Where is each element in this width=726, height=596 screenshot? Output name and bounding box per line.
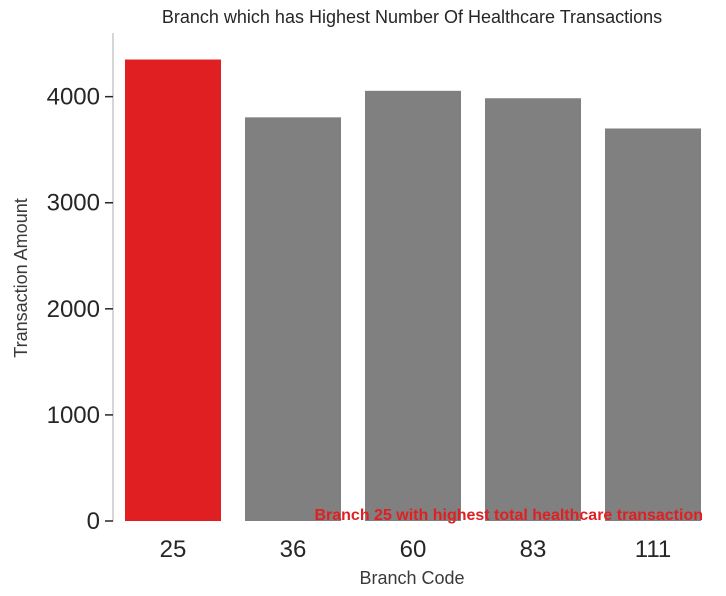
bar-83 xyxy=(485,98,581,522)
bar-25 xyxy=(125,59,221,522)
y-tick-label: 2000 xyxy=(47,296,100,323)
annotation-text: Branch 25 with highest total healthcare … xyxy=(314,507,703,524)
x-tick-label: 83 xyxy=(520,536,547,563)
bar-36 xyxy=(245,117,341,522)
x-tick-label: 36 xyxy=(280,536,307,563)
x-tick-label: 25 xyxy=(160,536,187,563)
chart-title: Branch which has Highest Number Of Healt… xyxy=(162,7,662,27)
y-tick-label: 3000 xyxy=(47,190,100,217)
x-axis-label: Branch Code xyxy=(359,568,464,588)
x-tick-label: 60 xyxy=(400,536,427,563)
y-axis: 0 1000 2000 3000 4000 xyxy=(47,84,113,535)
x-axis: 25 36 60 83 111 xyxy=(160,536,672,563)
y-axis-label: Transaction Amount xyxy=(11,198,31,357)
bar-60 xyxy=(365,90,461,522)
y-tick-label: 0 xyxy=(87,508,100,535)
bars xyxy=(125,59,701,522)
y-tick-label: 1000 xyxy=(47,402,100,429)
bar-111 xyxy=(605,128,701,521)
x-tick-label: 111 xyxy=(635,536,671,563)
y-tick-label: 4000 xyxy=(47,84,100,111)
